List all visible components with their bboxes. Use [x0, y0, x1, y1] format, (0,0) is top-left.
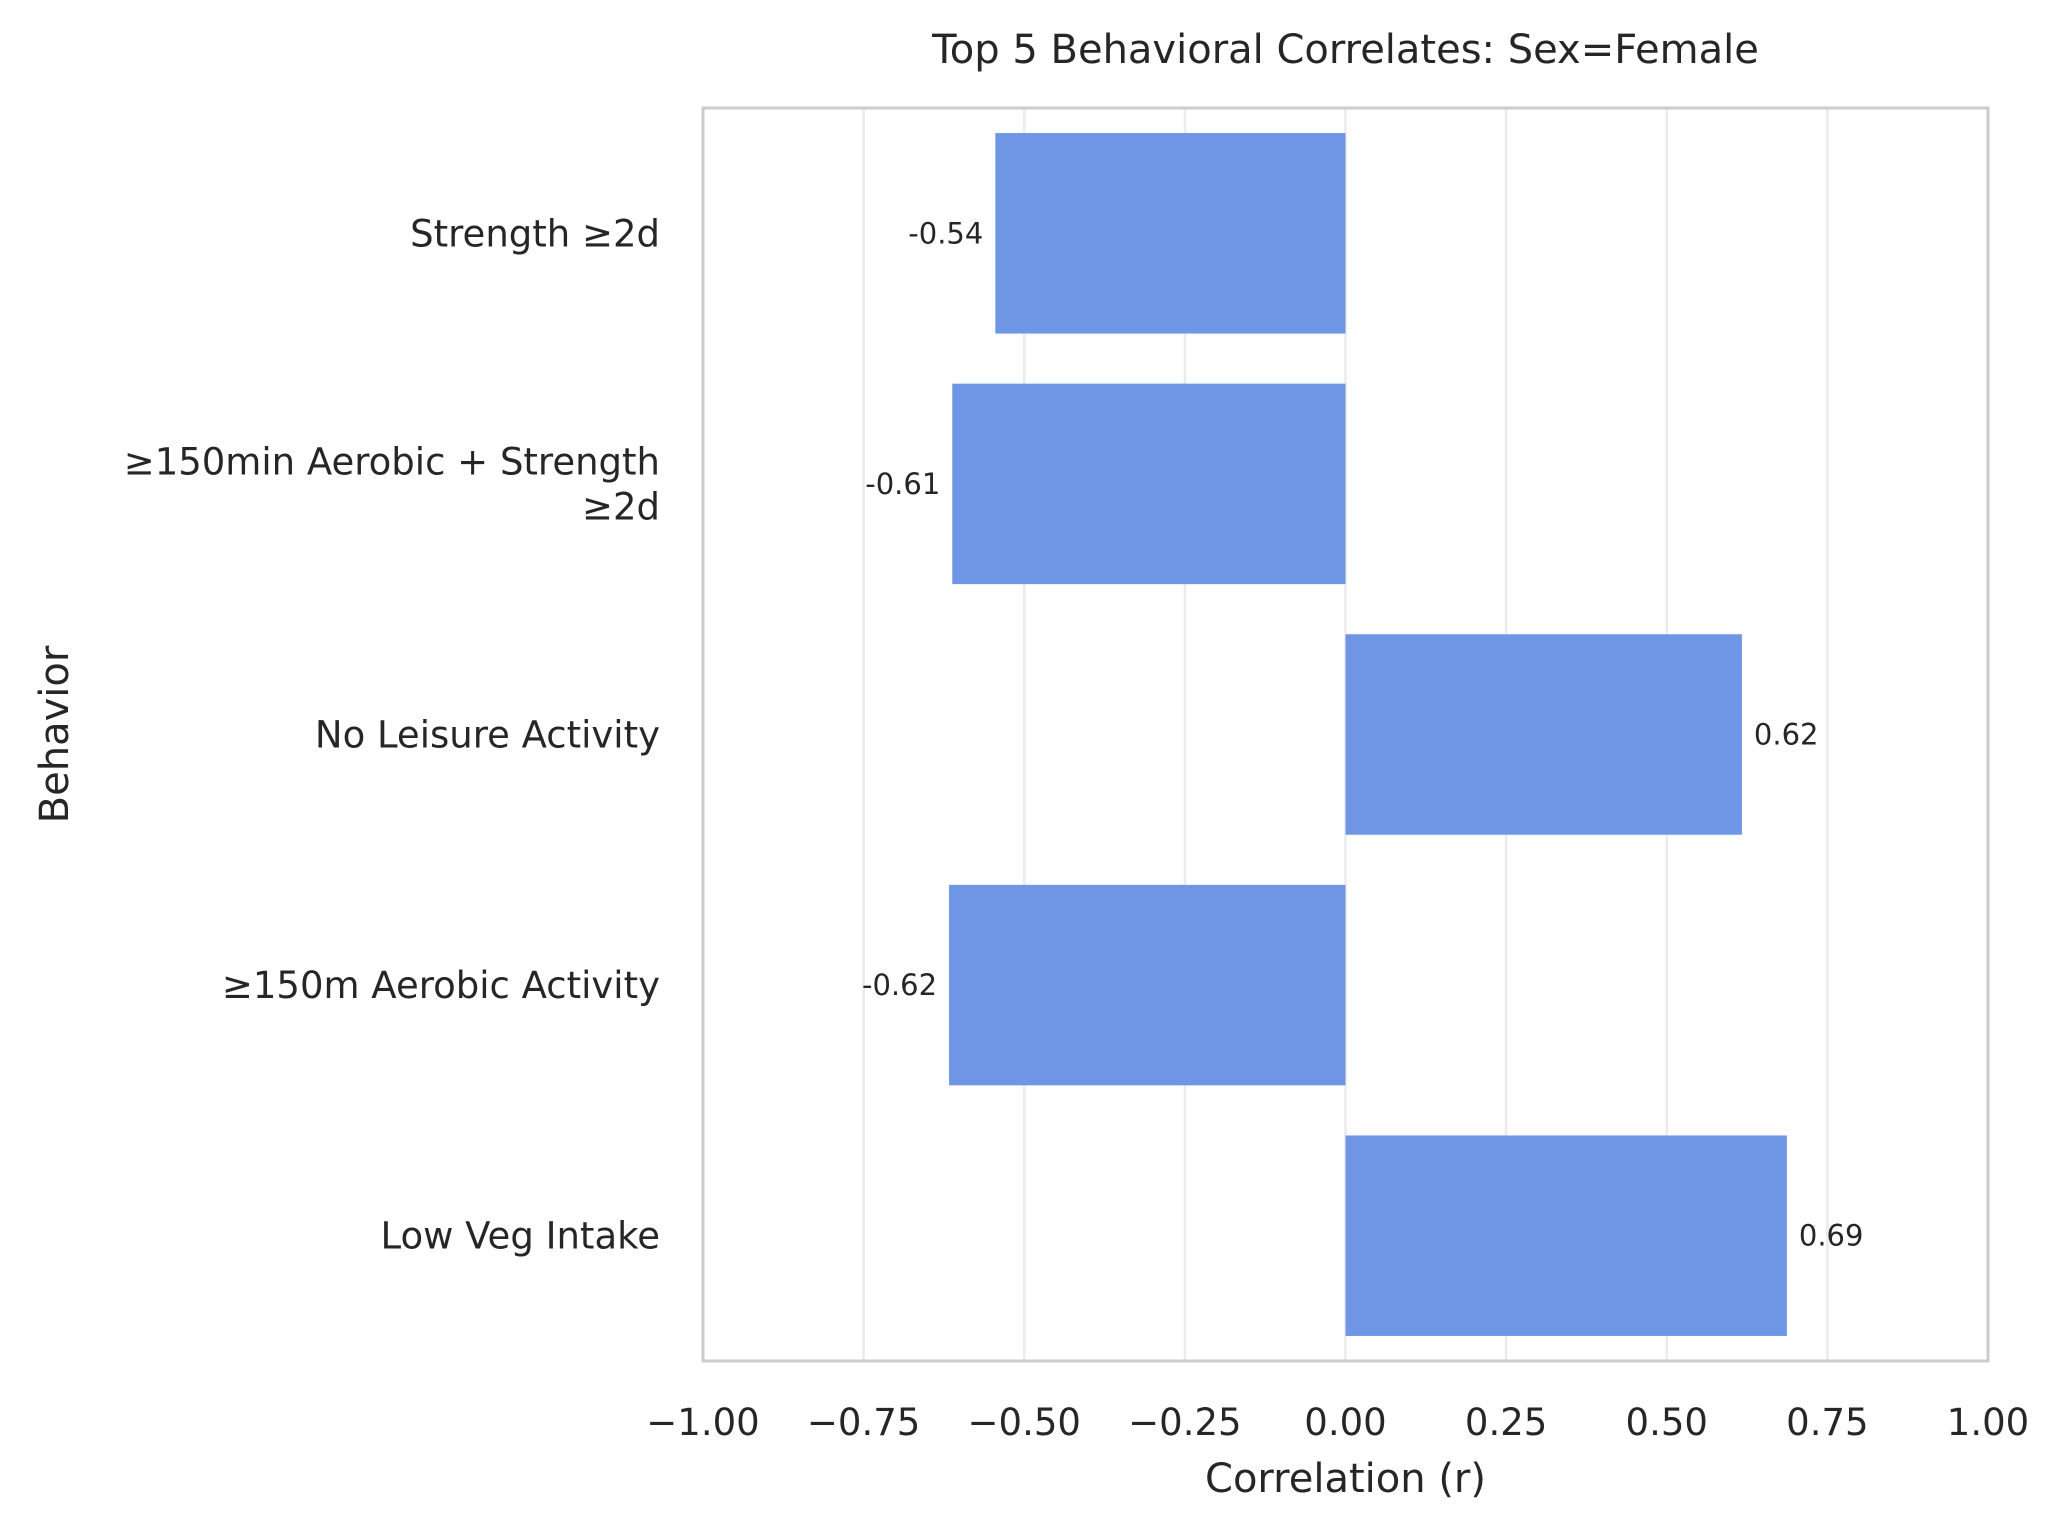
- bar: [1345, 634, 1742, 835]
- bar-value-label: 0.69: [1799, 1219, 1864, 1253]
- x-tick-label: 0.75: [1786, 1401, 1868, 1444]
- bar-value-label: -0.62: [862, 968, 937, 1002]
- bar-value-label: -0.61: [865, 467, 940, 501]
- bar: [1345, 1135, 1787, 1336]
- y-tick-label: Low Veg Intake: [381, 1215, 661, 1258]
- y-tick-label: ≥150min Aerobic + Strength: [124, 440, 660, 483]
- plot-frame: [701, 106, 1990, 1363]
- x-tick-label: −0.25: [1128, 1401, 1241, 1444]
- y-tick-label: ≥150m Aerobic Activity: [222, 964, 660, 1007]
- x-tick-label: 0.25: [1465, 1401, 1547, 1444]
- bar: [952, 383, 1346, 585]
- x-axis-label: Correlation (r): [1205, 1456, 1486, 1502]
- x-tick-label: 1.00: [1947, 1401, 2029, 1444]
- y-tick-label: Strength ≥2d: [410, 212, 660, 255]
- bar-value-label: -0.54: [908, 216, 983, 250]
- x-tick-labels: −1.00 −0.75 −0.50 −0.25 0.00 0.25 0.50 0.75 1.00: [646, 1401, 2029, 1444]
- bars: [949, 133, 1787, 1336]
- y-tick-label: ≥2d: [582, 485, 660, 528]
- category-labels: Strength ≥2d ≥150min Aerobic + Strength≥2…: [124, 212, 660, 1257]
- x-tick-label: 0.00: [1304, 1401, 1386, 1444]
- bar: [949, 884, 1346, 1086]
- x-tick-label: −0.75: [807, 1401, 920, 1444]
- x-tick-label: −1.00: [646, 1401, 759, 1444]
- y-axis-label: Behavior: [32, 645, 78, 823]
- bar: [995, 133, 1346, 334]
- x-tick-label: 0.50: [1626, 1401, 1708, 1444]
- y-tick-label: No Leisure Activity: [315, 714, 660, 757]
- data-labels: -0.54 -0.61 0.62 -0.62 0.69: [862, 216, 1863, 1252]
- bar-value-label: 0.62: [1754, 718, 1819, 752]
- chart-title: Top 5 Behavioral Correlates: Sex=Female: [931, 27, 1759, 73]
- x-tick-label: −0.50: [968, 1401, 1081, 1444]
